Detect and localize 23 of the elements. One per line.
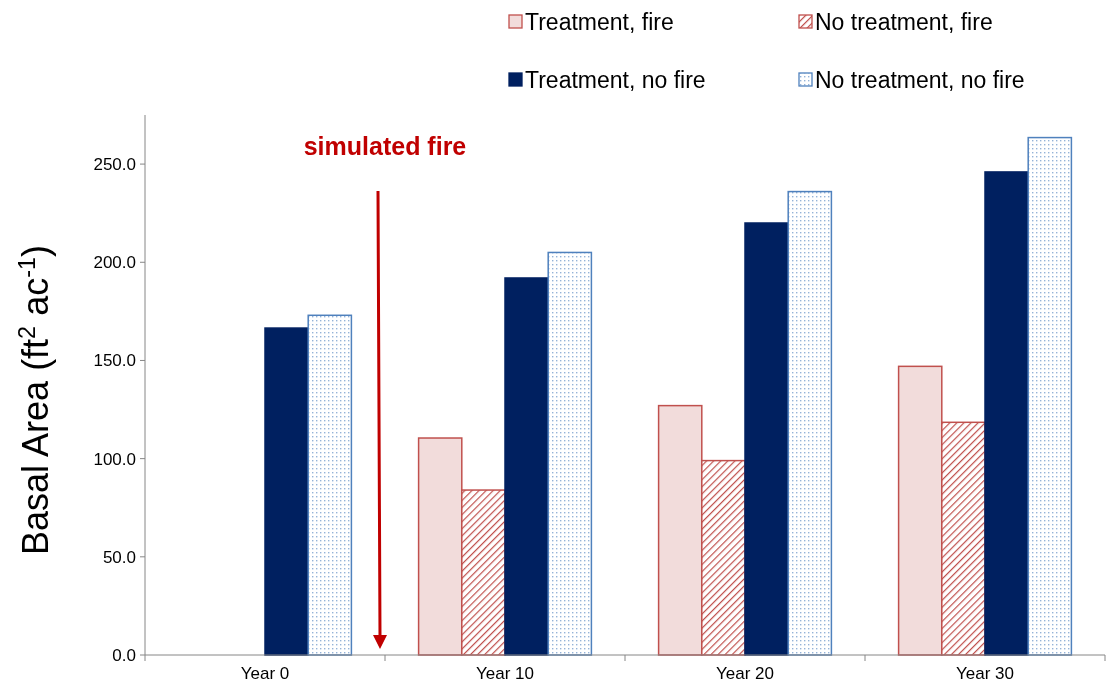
- legend-label: No treatment, fire: [815, 9, 993, 36]
- legend-label: Treatment, fire: [525, 9, 674, 36]
- x-tick-label: Year 20: [716, 664, 774, 683]
- bar: [1027, 136, 1073, 656]
- annotation: simulated fire: [303, 132, 467, 160]
- x-tick-label: Year 0: [240, 664, 290, 683]
- bar: [744, 222, 789, 656]
- y-tick-label: 150.0: [93, 351, 136, 371]
- x-tick-label: Year 10: [476, 664, 534, 683]
- x-tick-label: Year 30: [956, 664, 1014, 683]
- y-tick-label: 50.0: [102, 547, 136, 567]
- legend-label: Treatment, no fire: [525, 67, 706, 94]
- bar: [787, 190, 833, 656]
- bar: [307, 314, 353, 656]
- legend-label: No treatment, no fire: [815, 67, 1025, 94]
- bar: [547, 251, 593, 656]
- bar: [264, 327, 309, 656]
- bar: [984, 171, 1029, 656]
- y-tick-label: 250.0: [93, 155, 136, 175]
- y-tick-label: 0.0: [112, 645, 136, 665]
- y-tick-label: 100.0: [93, 449, 136, 469]
- bar: [504, 277, 549, 656]
- y-tick-label: 200.0: [93, 253, 136, 273]
